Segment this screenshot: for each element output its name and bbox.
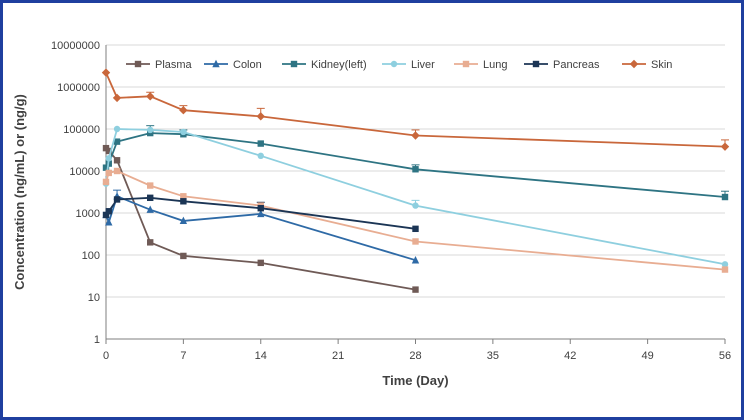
- legend-label-colon: Colon: [233, 59, 262, 71]
- legend-item-liver: Liver: [382, 59, 435, 71]
- x-axis-title: Time (Day): [382, 373, 448, 388]
- series-line-plasma: [105, 147, 416, 291]
- data-point-skin: [112, 93, 122, 103]
- data-point-liver: [113, 125, 121, 133]
- data-point-liver: [105, 155, 112, 162]
- data-point-liver: [180, 128, 187, 136]
- y-tick-label: 10000000: [51, 40, 100, 52]
- series-line-liver: [105, 128, 726, 266]
- data-point-plasma: [147, 239, 154, 246]
- legend-label-skin: Skin: [651, 59, 672, 71]
- grid-lines: [106, 44, 725, 340]
- series-skin: [101, 68, 730, 151]
- y-tick-label: 1000: [76, 208, 100, 220]
- data-point-colon: [179, 216, 188, 225]
- legend-label-lung: Lung: [483, 59, 507, 71]
- data-point-skin: [411, 131, 420, 140]
- data-point-lung: [721, 266, 729, 273]
- legend-swatch-marker: [532, 60, 540, 68]
- data-point-lung: [180, 193, 187, 200]
- legend-label-pancreas: Pancreas: [553, 59, 600, 71]
- legend-item-skin: Skin: [622, 59, 672, 71]
- series-lines: [101, 68, 730, 293]
- series-plasma: [102, 144, 419, 293]
- data-point-kidney-left: [721, 193, 729, 201]
- data-point-lung: [113, 167, 121, 175]
- legend-swatch-marker: [390, 60, 398, 68]
- data-point-colon: [411, 256, 420, 264]
- y-axis-title: Concentration (ng/mL) or (ng/g): [12, 94, 27, 290]
- y-tick-label: 10: [88, 292, 100, 304]
- data-point-pancreas: [412, 225, 419, 233]
- data-point-plasma: [113, 157, 121, 164]
- legend-swatch-marker: [212, 59, 220, 68]
- x-tick-label: 42: [564, 350, 576, 362]
- y-tick-label: 100: [82, 250, 100, 262]
- data-point-liver: [412, 202, 419, 209]
- data-point-pancreas: [257, 205, 264, 212]
- data-point-kidney-left: [113, 138, 121, 145]
- series-pancreas: [102, 194, 419, 233]
- data-point-skin: [256, 112, 265, 121]
- data-point-colon: [146, 205, 154, 213]
- legend-item-plasma: Plasma: [126, 59, 193, 71]
- data-point-colon: [105, 218, 113, 226]
- data-point-skin: [146, 92, 155, 101]
- legend-item-colon: Colon: [204, 59, 262, 71]
- data-point-liver: [257, 152, 264, 160]
- data-point-skin: [101, 68, 111, 77]
- data-point-kidney-left: [257, 140, 264, 147]
- data-point-plasma: [412, 286, 419, 293]
- legend-swatch-marker: [134, 60, 142, 68]
- data-point-lung: [412, 238, 419, 245]
- data-point-pancreas: [147, 194, 154, 202]
- x-tick-label: 21: [332, 350, 344, 362]
- data-point-liver: [721, 261, 729, 268]
- data-point-liver: [147, 126, 154, 134]
- y-tick-label: 100000: [63, 124, 100, 136]
- data-point-pancreas: [105, 208, 112, 215]
- data-point-kidney-left: [102, 164, 110, 171]
- legend: Plasma Colon Kidney(left) Liver Lung Pancreas…: [126, 59, 672, 71]
- y-tick-label: 1: [94, 334, 100, 346]
- y-tick-label: 1000000: [57, 82, 100, 94]
- data-point-skin: [179, 106, 188, 115]
- legend-label-plasma: Plasma: [155, 59, 193, 71]
- y-tick-label: 10000: [69, 166, 100, 178]
- legend-item-lung: Lung: [454, 59, 507, 71]
- series-liver: [102, 125, 729, 268]
- legend-label-kidney-left: Kidney(left): [311, 59, 367, 71]
- data-point-plasma: [180, 252, 187, 260]
- legend-item-pancreas: Pancreas: [524, 59, 600, 71]
- axes: 1 10 100 1000 10000 100000 1000000 10000000 0 7 14…: [51, 40, 731, 362]
- legend-swatch-marker: [290, 60, 298, 68]
- data-point-plasma: [105, 147, 112, 155]
- legend-swatch-marker: [629, 59, 639, 69]
- data-point-lung: [102, 178, 110, 186]
- x-tick-label: 28: [409, 350, 421, 362]
- data-point-lung: [105, 169, 112, 177]
- x-tick-label: 7: [180, 350, 186, 362]
- x-tick-label: 49: [642, 350, 654, 362]
- data-point-pancreas: [113, 196, 121, 203]
- error-bars: [113, 91, 729, 214]
- data-point-pancreas: [180, 198, 187, 205]
- legend-item-kidney-left: Kidney(left): [282, 59, 367, 71]
- data-point-skin: [720, 142, 730, 151]
- data-point-plasma: [257, 259, 264, 267]
- x-tick-label: 0: [103, 350, 109, 362]
- legend-swatch-marker: [462, 60, 470, 68]
- data-point-kidney-left: [412, 166, 419, 173]
- x-tick-label: 35: [487, 350, 499, 362]
- legend-label-liver: Liver: [411, 59, 435, 71]
- x-tick-label: 56: [719, 350, 731, 362]
- data-point-lung: [147, 182, 154, 189]
- data-point-pancreas: [102, 211, 110, 219]
- data-point-colon: [257, 209, 265, 218]
- x-tick-label: 14: [255, 350, 267, 362]
